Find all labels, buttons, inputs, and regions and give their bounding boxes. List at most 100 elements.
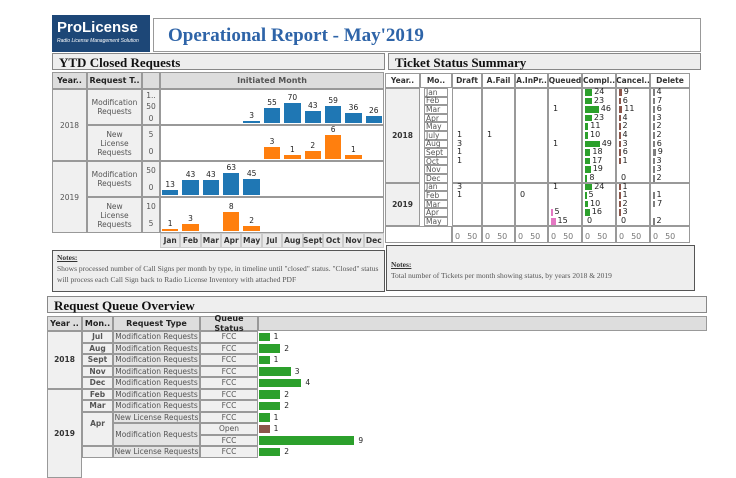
bar bbox=[223, 172, 240, 195]
bar bbox=[619, 209, 621, 216]
axis-tick: 5 bbox=[148, 219, 154, 228]
queue-header: Request Queue Overview bbox=[47, 296, 707, 313]
data-label: 3 bbox=[457, 181, 463, 191]
data-label: 5 bbox=[588, 190, 594, 200]
data-label: 43 bbox=[307, 100, 318, 110]
month-label: Apr bbox=[221, 233, 242, 248]
axis: 0 50 bbox=[515, 225, 548, 243]
request-type-cell: Modification Requests bbox=[113, 400, 200, 412]
request-type-cell: Modification Requests bbox=[113, 423, 200, 446]
bar bbox=[585, 192, 587, 199]
bar bbox=[619, 157, 621, 165]
status-column bbox=[452, 182, 482, 226]
report-title: Operational Report - May'2019 bbox=[153, 18, 701, 52]
bar bbox=[585, 114, 592, 122]
bar bbox=[345, 155, 362, 159]
data-label: 0 bbox=[621, 216, 627, 225]
axis: 0 50 bbox=[482, 225, 515, 243]
data-label: 1 bbox=[553, 181, 559, 191]
data-label: 7 bbox=[657, 95, 663, 105]
data-label: 8 bbox=[228, 202, 234, 212]
axis-spacer bbox=[385, 225, 452, 243]
status-column bbox=[548, 88, 582, 183]
axis-tick: 50 bbox=[665, 231, 676, 241]
logo-tagline: Radio License Management Solution bbox=[57, 38, 139, 44]
bar bbox=[259, 390, 281, 399]
request-type-cell: Modification Requests bbox=[113, 365, 200, 377]
month-cell: Mar bbox=[424, 199, 448, 209]
data-label: 2 bbox=[284, 401, 289, 410]
data-label: 23 bbox=[593, 112, 605, 122]
month-cell: Jul bbox=[82, 331, 113, 343]
data-label: 36 bbox=[348, 102, 359, 112]
col-axis-header bbox=[142, 72, 160, 89]
status-column bbox=[650, 182, 690, 226]
bar bbox=[653, 192, 655, 199]
col-header: Queued bbox=[548, 73, 582, 88]
col-header: Request Type bbox=[113, 316, 200, 331]
bar bbox=[345, 112, 362, 123]
data-label: 19 bbox=[592, 164, 603, 174]
data-label: 13 bbox=[165, 180, 175, 190]
month-label: Nov bbox=[343, 233, 364, 248]
month-cell: Apr bbox=[424, 113, 448, 123]
bar bbox=[259, 436, 355, 445]
data-label: 9 bbox=[623, 87, 629, 96]
data-label: 6 bbox=[656, 104, 662, 114]
col-header: A.Fail bbox=[482, 73, 515, 88]
bar bbox=[263, 147, 281, 159]
bar bbox=[653, 97, 656, 105]
bar bbox=[653, 200, 656, 208]
axis-tick: 0 bbox=[551, 231, 557, 241]
data-label: 6 bbox=[330, 125, 336, 134]
data-label: 46 bbox=[600, 104, 611, 114]
axis-tick: 50 bbox=[631, 231, 642, 241]
request-type-cell: Modification Requests bbox=[113, 388, 200, 400]
year-cell: 2019 bbox=[385, 182, 420, 226]
ticket-header: Ticket Status Summary bbox=[388, 53, 701, 70]
status-column bbox=[650, 88, 690, 183]
data-label: 16 bbox=[591, 207, 602, 217]
axis-tick: 50 bbox=[146, 102, 156, 112]
data-label: 1 bbox=[622, 155, 628, 165]
bar bbox=[304, 110, 321, 123]
bar bbox=[653, 114, 655, 122]
status-column bbox=[616, 182, 650, 226]
bar bbox=[284, 155, 301, 159]
data-label: 0 bbox=[621, 173, 627, 182]
data-label: 0 bbox=[520, 190, 526, 200]
axis-tick: 50 bbox=[563, 231, 574, 241]
col-year-header: Year.. bbox=[52, 72, 87, 89]
bar bbox=[259, 344, 281, 353]
month-cell: Feb bbox=[424, 96, 448, 106]
month-cell: Sept bbox=[424, 148, 448, 157]
notes-text: Total number of Tickets per month showin… bbox=[391, 270, 612, 280]
bar bbox=[324, 106, 342, 123]
chart-row bbox=[160, 125, 384, 161]
bar bbox=[259, 424, 270, 433]
data-label: 49 bbox=[601, 138, 612, 148]
year-cell: 2019 bbox=[52, 161, 87, 233]
bar bbox=[162, 190, 179, 195]
bar bbox=[619, 123, 621, 130]
data-label: 1 bbox=[167, 218, 173, 228]
bar bbox=[619, 106, 623, 113]
month-cell: Dec bbox=[424, 174, 448, 183]
bar bbox=[162, 228, 179, 231]
col-header: Cancel.. bbox=[616, 73, 650, 88]
request-type-cell: Modification Requests bbox=[87, 89, 142, 125]
month-cell: Oct bbox=[424, 156, 448, 166]
status-column bbox=[548, 182, 582, 226]
queue-status-cell: FCC bbox=[200, 400, 258, 412]
axis-tick: 0 bbox=[485, 231, 491, 241]
data-label: 11 bbox=[624, 104, 635, 114]
col-header: Mon.. bbox=[82, 316, 113, 331]
data-label: 9 bbox=[358, 435, 364, 445]
data-label: 1 bbox=[273, 332, 279, 341]
queue-status-cell: FCC bbox=[200, 377, 258, 389]
request-type-cell: New License Requests bbox=[113, 411, 200, 423]
notes-text: Shows processed number of Call Signs per… bbox=[57, 263, 379, 284]
col-type-header: Request T.. bbox=[87, 72, 142, 89]
status-column bbox=[515, 88, 548, 183]
axis: 0 50 bbox=[548, 225, 582, 243]
